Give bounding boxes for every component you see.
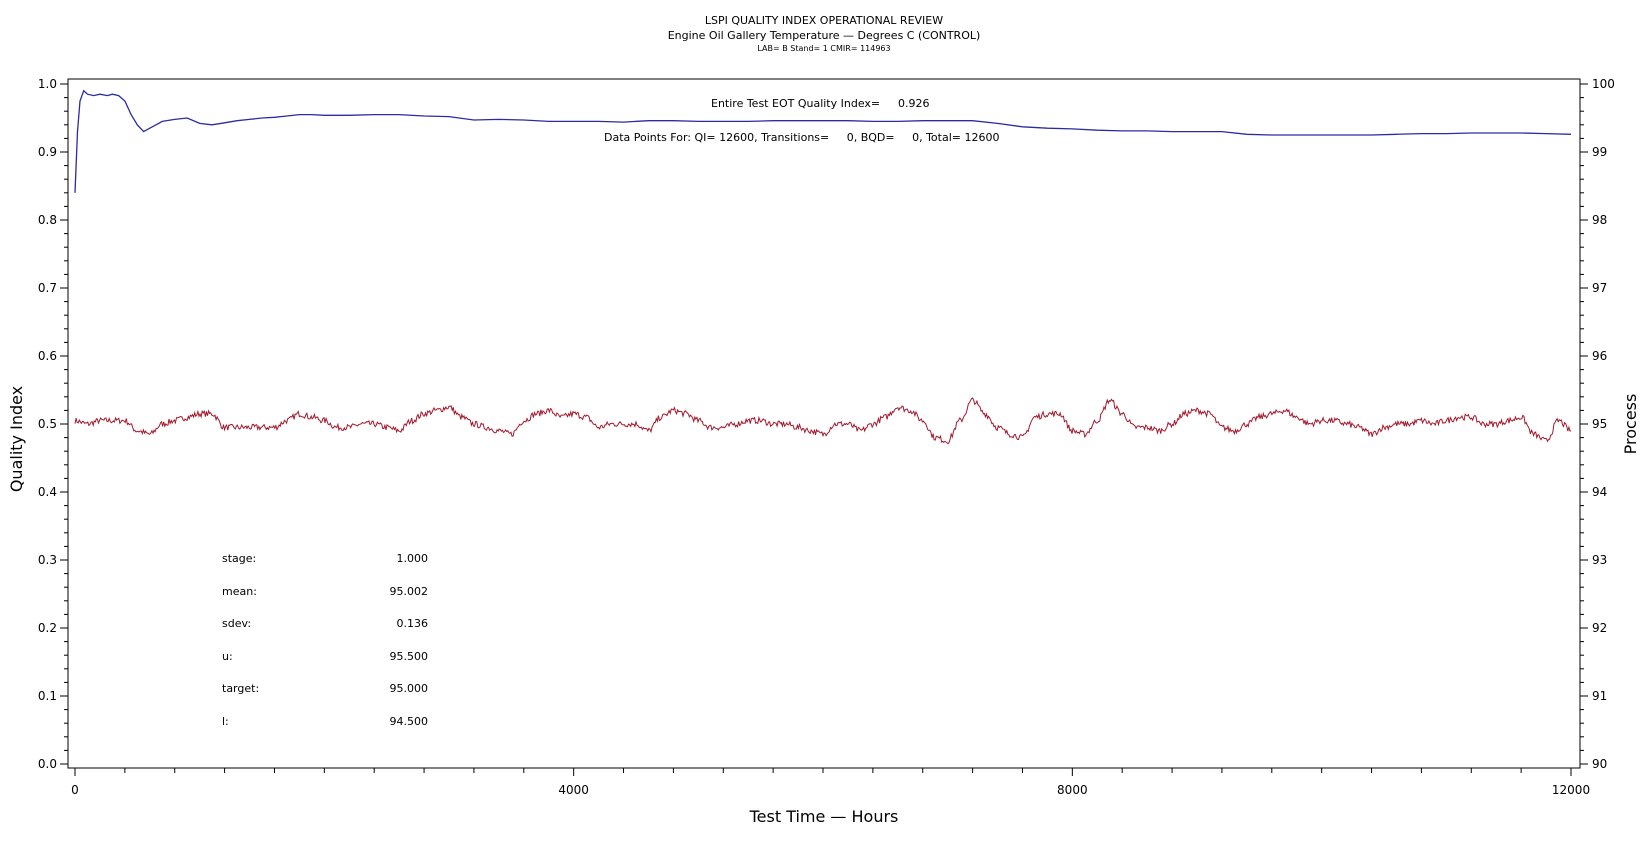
y-right-tick-label: 91 — [1592, 689, 1607, 703]
stat-label: u: — [222, 650, 233, 663]
chart-info: LAB= B Stand= 1 CMIR= 114963 — [757, 44, 891, 53]
stats-table: stage: 1.000 mean: 95.002 sdev: 0.136 u: 95.500… — [222, 552, 428, 728]
stat-value: 95.000 — [390, 682, 429, 695]
data-points-summary: Data Points For: QI= 12600, Transitions=… — [604, 131, 999, 144]
y-left-tick-label: 0.3 — [38, 553, 57, 567]
quality-index-line — [74, 89, 1572, 193]
x-axis-title: Test Time — Hours — [749, 807, 899, 826]
y-left-tick-label: 0.8 — [38, 213, 57, 227]
y-right-tick-label: 92 — [1592, 621, 1607, 635]
y-right-tick-label: 100 — [1592, 77, 1615, 91]
stat-label: target: — [222, 682, 259, 695]
x-tick-label: 12000 — [1552, 783, 1590, 797]
y-right-tick-label: 99 — [1592, 145, 1607, 159]
plot-frame — [67, 78, 1581, 769]
y-right-tick-label: 95 — [1592, 417, 1607, 431]
y-left-tick-label: 0.4 — [38, 485, 57, 499]
x-tick-label: 0 — [71, 783, 79, 797]
y-axis-title-right: Process — [1621, 394, 1640, 455]
y-left-tick-label: 0.1 — [38, 689, 57, 703]
y-right-tick-label: 96 — [1592, 349, 1607, 363]
eot-quality-label: Entire Test EOT Quality Index= — [711, 97, 880, 110]
y-left-tick-label: 0.9 — [38, 145, 57, 159]
y-right-tick-label: 90 — [1592, 757, 1607, 771]
stat-value: 95.002 — [390, 585, 429, 598]
process-line — [74, 397, 1572, 445]
stat-label: stage: — [222, 552, 256, 565]
y-axis-title-left: Quality Index — [7, 386, 26, 492]
stat-label: mean: — [222, 585, 257, 598]
y-left-tick-label: 0.7 — [38, 281, 57, 295]
y-right-tick-label: 98 — [1592, 213, 1607, 227]
y-right-tick-label: 97 — [1592, 281, 1607, 295]
stat-value: 1.000 — [397, 552, 429, 565]
y-right-tick-label: 93 — [1592, 553, 1607, 567]
axes: 0 4000 8000 12000 0.0 0.1 0.2 0.3 0.4 0.5 0.6 0.7 0.… — [38, 77, 1615, 797]
y-left-tick-label: 1.0 — [38, 77, 57, 91]
y-left-tick-label: 0.6 — [38, 349, 57, 363]
stat-label: l: — [222, 715, 229, 728]
x-tick-label: 4000 — [558, 783, 589, 797]
stat-value: 95.500 — [390, 650, 429, 663]
y-left-tick-label: 0.5 — [38, 417, 57, 431]
y-left-tick-label: 0.0 — [38, 757, 57, 771]
chart-subtitle: Engine Oil Gallery Temperature — Degrees… — [667, 29, 981, 42]
y-right-tick-label: 94 — [1592, 485, 1607, 499]
stat-label: sdev: — [222, 617, 251, 630]
stat-value: 94.500 — [390, 715, 429, 728]
series-lines — [74, 89, 1572, 445]
eot-quality-value: 0.926 — [898, 97, 930, 110]
chart-title: LSPI QUALITY INDEX OPERATIONAL REVIEW — [704, 14, 944, 27]
stat-value: 0.136 — [397, 617, 429, 630]
y-left-tick-label: 0.2 — [38, 621, 57, 635]
x-tick-label: 8000 — [1057, 783, 1088, 797]
